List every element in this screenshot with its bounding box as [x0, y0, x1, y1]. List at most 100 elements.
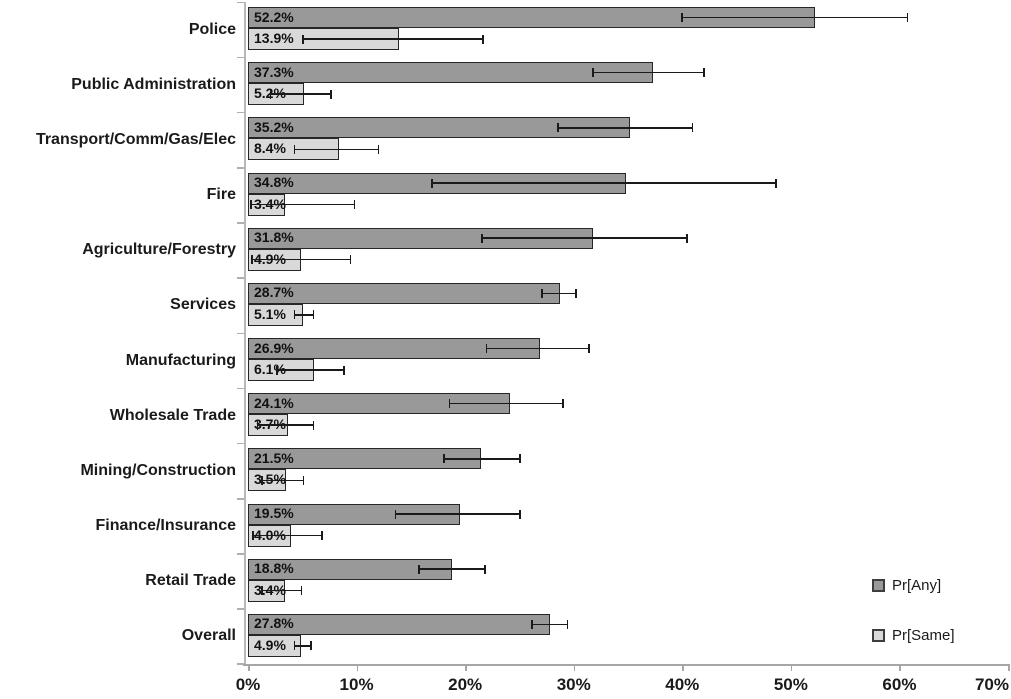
error-bar-cap-left — [481, 233, 484, 243]
category-label: Manufacturing — [125, 351, 236, 369]
bar-value-label: 34.8% — [254, 174, 294, 190]
x-tick-label: 70% — [974, 675, 1009, 694]
error-bar-cap-right — [588, 344, 590, 353]
error-bar-cap-right — [575, 288, 577, 298]
error-bar-cap-right — [566, 619, 569, 629]
bar-value-label: 4.9% — [254, 636, 286, 653]
x-axis-tick — [356, 664, 359, 671]
bar-value-label: 3.7% — [254, 416, 286, 433]
category-axis-tick — [237, 387, 246, 390]
error-bar — [252, 534, 323, 537]
error-bar-cap-right — [906, 13, 909, 22]
bar-value-label: 19.5% — [254, 505, 294, 521]
error-bar — [261, 589, 303, 592]
error-bar-cap-left — [394, 509, 397, 519]
x-axis-tick — [899, 664, 901, 671]
error-bar-cap-left — [448, 399, 451, 409]
category-label: Overall — [181, 627, 236, 645]
error-bar — [485, 347, 590, 350]
error-bar-cap-right — [691, 123, 694, 133]
error-bar-cap-left — [557, 123, 560, 133]
category-axis-tick — [237, 498, 246, 500]
error-bar-cap-right — [349, 255, 352, 265]
error-bar-cap-right — [482, 34, 484, 44]
bar-value-label: 8.4% — [254, 140, 286, 157]
x-axis-tick — [465, 664, 467, 671]
error-bar-cap-right — [562, 399, 564, 409]
error-bar-cap-left — [293, 641, 296, 651]
error-bar-cap-right — [484, 564, 486, 574]
error-bar-cap-left — [293, 144, 296, 154]
error-bar — [481, 237, 688, 239]
bar-value-label: 28.7% — [254, 284, 294, 301]
x-tick-label: 0% — [235, 675, 261, 694]
bar-value-label: 18.8% — [254, 560, 294, 577]
bar-value-label: 5.1% — [254, 305, 286, 322]
error-bar — [431, 182, 777, 184]
error-bar-cap-right — [343, 365, 345, 375]
category-axis-tick — [237, 56, 246, 59]
error-bar — [293, 645, 313, 647]
category-axis-tick — [237, 608, 246, 610]
bar-value-label: 24.1% — [254, 394, 294, 411]
error-bar — [557, 127, 694, 129]
x-tick-label: 30% — [556, 675, 591, 694]
x-tick-label: 50% — [773, 675, 808, 694]
category-label: Public Administration — [71, 75, 236, 93]
error-bar — [256, 424, 315, 426]
error-bar-cap-left — [541, 288, 543, 298]
error-bar-cap-right — [312, 420, 315, 430]
error-bar-cap-right — [321, 531, 323, 540]
error-bar — [302, 38, 484, 40]
legend-swatch-pr-any — [872, 578, 885, 592]
error-bar — [681, 16, 909, 19]
error-bar-cap-left — [293, 310, 296, 320]
error-bar-cap-left — [251, 255, 253, 265]
bar-value-label: 4.9% — [254, 250, 286, 267]
category-axis-tick — [237, 277, 246, 279]
category-label: Mining/Construction — [80, 461, 236, 479]
x-tick-label: 40% — [665, 675, 700, 694]
x-axis-tick — [573, 664, 576, 671]
error-bar-cap-left — [250, 200, 252, 209]
bar-value-label: 26.9% — [254, 339, 294, 356]
error-bar-cap-left — [443, 454, 446, 464]
error-bar-cap-left — [302, 34, 304, 44]
error-bar — [269, 93, 332, 95]
category-axis-tick — [237, 167, 246, 169]
category-label: Agriculture/Forestry — [82, 241, 236, 259]
error-bar — [276, 369, 345, 371]
error-bar-cap-left — [261, 586, 263, 596]
error-bar-cap-right — [312, 310, 315, 320]
error-bar-cap-right — [300, 586, 303, 596]
category-axis-tick — [237, 111, 246, 114]
error-bar — [261, 479, 305, 482]
bar-value-label: 35.2% — [254, 118, 294, 135]
bar-pr-any — [248, 282, 560, 304]
error-bar — [250, 203, 356, 206]
error-bar — [531, 623, 569, 626]
legend-label: Pr[Same] — [892, 626, 955, 644]
error-bar-cap-left — [592, 68, 594, 78]
bar-value-label: 3.4% — [254, 195, 286, 212]
error-bar-cap-left — [261, 475, 263, 485]
x-axis-tick — [790, 664, 793, 671]
x-tick-label: 20% — [448, 675, 483, 694]
category-label: Retail Trade — [145, 572, 236, 590]
bar-value-label: 6.1% — [254, 361, 286, 377]
error-bar-cap-left — [252, 531, 254, 540]
error-bar — [293, 148, 380, 151]
error-bar-cap-right — [310, 641, 313, 651]
x-axis-line — [243, 664, 1010, 666]
error-bar-cap-right — [330, 89, 332, 99]
bar-value-label: 31.8% — [254, 229, 294, 246]
category-axis-tick — [237, 222, 246, 224]
error-bar-cap-left — [531, 619, 533, 629]
error-bar-cap-left — [418, 564, 421, 574]
error-bar-cap-left — [681, 13, 683, 22]
category-axis-line — [244, 2, 246, 664]
x-axis-tick — [248, 664, 250, 671]
error-bar — [418, 568, 486, 570]
x-axis-tick — [682, 664, 684, 671]
legend-item-pr-any: Pr[Any] — [872, 575, 941, 595]
